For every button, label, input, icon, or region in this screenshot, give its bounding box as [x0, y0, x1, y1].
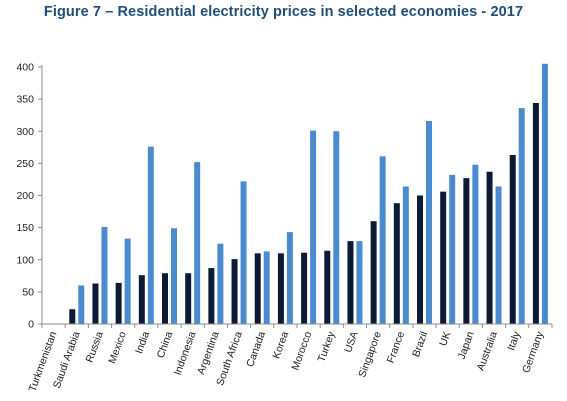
bar-dark-mexico: [115, 282, 122, 324]
x-tick-label: USA: [342, 330, 361, 354]
bar-dark-uk: [440, 191, 447, 324]
bar-light-usa: [356, 241, 363, 324]
y-tick-label: 300: [16, 126, 34, 138]
bar-dark-brazil: [417, 195, 423, 324]
bar-dark-china: [162, 273, 168, 324]
y-tick-label: 100: [16, 254, 34, 266]
x-tick-label: Germany: [520, 329, 546, 374]
bar-light-turkey: [333, 131, 340, 324]
x-tick-label: Turkey: [315, 329, 337, 364]
x-tick-label: Morocco: [289, 330, 314, 372]
x-tick-label: France: [385, 330, 408, 365]
y-axis: 0 50 100 150 200 250 300 350 400: [16, 62, 43, 331]
bar-dark-australia: [486, 171, 493, 324]
x-tick-label: Indonesia: [172, 330, 199, 377]
bar-dark-italy: [509, 155, 516, 324]
x-tick-label: Russia: [84, 330, 106, 364]
bar-light-saudi-arabia: [78, 285, 85, 324]
bar-light-singapore: [379, 156, 386, 324]
bar-dark-singapore: [370, 221, 377, 324]
x-tick-label: Mexico: [106, 330, 129, 366]
bar-dark-usa: [347, 241, 354, 324]
x-tick-label: Italy: [505, 329, 523, 352]
bar-light-mexico: [124, 238, 131, 324]
bar-dark-argentina: [208, 268, 215, 324]
bar-dark-france: [393, 203, 400, 324]
bar-dark-canada: [254, 253, 261, 324]
bar-light-brazil: [426, 120, 432, 324]
bar-light-australia: [495, 186, 502, 324]
x-tick-label: China: [155, 330, 176, 360]
x-tick-label: Korea: [270, 330, 291, 361]
y-tick-label: 250: [16, 158, 34, 170]
bar-light-italy: [518, 108, 525, 325]
bar-dark-korea: [277, 253, 284, 324]
y-tick-label: 150: [16, 222, 34, 234]
bar-light-india: [147, 146, 154, 324]
bar-light-france: [402, 186, 409, 324]
y-tick-label: 200: [16, 190, 34, 202]
bar-light-canada: [263, 251, 270, 324]
bar-dark-indonesia: [185, 273, 192, 324]
bars: [69, 63, 548, 325]
bar-light-south-africa: [240, 181, 247, 324]
y-tick-label: 0: [28, 319, 34, 331]
bar-light-uk: [449, 174, 456, 324]
bar-light-japan: [472, 164, 479, 324]
x-tick-label: India: [133, 330, 152, 356]
bar-dark-saudi-arabia: [69, 309, 76, 324]
bar-dark-japan: [463, 178, 470, 324]
x-tick-label: Brazil: [410, 330, 430, 359]
bar-light-argentina: [217, 243, 224, 324]
bar-dark-russia: [92, 283, 99, 324]
bar-light-morocco: [310, 130, 317, 324]
x-tick-label: Canada: [244, 330, 268, 369]
x-tick-label: Japan: [456, 330, 477, 361]
y-tick-label: 50: [22, 286, 34, 298]
bar-light-china: [171, 228, 177, 324]
bar-light-indonesia: [194, 162, 201, 324]
bar-dark-india: [138, 275, 145, 324]
x-tick-label: Singapore: [356, 330, 384, 379]
x-tick-label: Australia: [475, 330, 500, 373]
chart-title: Figure 7 – Residential electricity price…: [43, 4, 524, 20]
bar-dark-germany: [532, 102, 539, 324]
x-tick-label: UK: [437, 330, 453, 348]
bar-dark-turkey: [324, 250, 331, 324]
x-tick-label: Argentina: [195, 330, 222, 376]
bar-dark-morocco: [301, 252, 308, 324]
bar-dark-south-africa: [231, 259, 238, 324]
y-tick-label: 400: [16, 62, 34, 74]
y-tick-label: 350: [16, 94, 34, 106]
bar-light-korea: [286, 232, 293, 324]
bar-light-russia: [101, 226, 108, 324]
bar-light-germany: [541, 63, 548, 324]
